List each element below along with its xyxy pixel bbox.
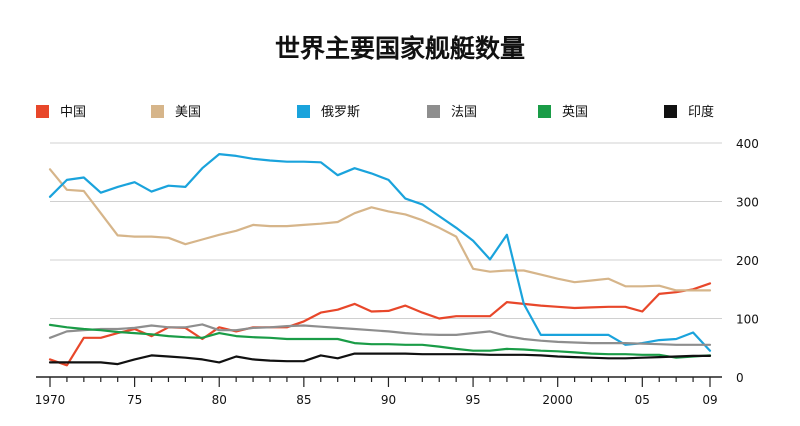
y-tick-label: 300 xyxy=(736,196,759,210)
legend-swatch xyxy=(538,105,551,118)
legend-label: 俄罗斯 xyxy=(321,105,360,120)
legend-item: 法国 xyxy=(427,105,477,120)
legend-item: 中国 xyxy=(36,105,86,120)
series-line-3 xyxy=(48,153,712,352)
x-tick-label: 05 xyxy=(635,393,650,407)
series-line-4 xyxy=(48,323,712,346)
y-tick-label: 100 xyxy=(736,313,759,327)
series-line-2 xyxy=(48,168,712,292)
y-tick-label: 200 xyxy=(736,254,759,268)
x-tick-label: 85 xyxy=(296,393,311,407)
series-line-5 xyxy=(48,323,712,359)
x-tick-label: 80 xyxy=(212,393,227,407)
x-tick-label: 75 xyxy=(127,393,142,407)
x-tick-label: 90 xyxy=(381,393,396,407)
legend-item: 印度 xyxy=(664,104,714,120)
x-tick-label: 95 xyxy=(465,393,480,407)
legend-label: 法国 xyxy=(451,105,477,120)
x-tick-label: 1970 xyxy=(35,393,66,407)
chart-title: 世界主要国家舰艇数量 xyxy=(275,34,525,63)
legend-label: 美国 xyxy=(175,105,201,120)
legend-item: 美国 xyxy=(151,105,201,120)
legend-swatch xyxy=(36,105,49,118)
y-tick-label: 0 xyxy=(736,371,744,385)
legend-swatch xyxy=(151,105,164,118)
axes: 1970 75 80 85 90 95 2000 05 09 xyxy=(35,376,722,407)
series-line-1 xyxy=(48,282,712,367)
y-tick-label: 400 xyxy=(736,137,759,151)
legend-swatch xyxy=(297,105,310,118)
legend-swatch xyxy=(427,105,440,118)
legend-label: 英国 xyxy=(562,105,588,120)
gridlines: 0 100 200 300 400 xyxy=(50,137,759,385)
x-tick-label: 2000 xyxy=(542,393,573,407)
legend-item: 俄罗斯 xyxy=(297,105,360,120)
legend-swatch xyxy=(664,105,677,118)
legend-label: 中国 xyxy=(60,105,86,120)
legend-item: 英国 xyxy=(538,105,588,120)
series-group xyxy=(48,153,712,367)
x-tick-label: 09 xyxy=(702,393,717,407)
series-line-6 xyxy=(48,352,712,366)
legend: 中国 美国 俄罗斯 法国 英国 印度 xyxy=(36,104,714,120)
legend-label: 印度 xyxy=(688,104,714,120)
